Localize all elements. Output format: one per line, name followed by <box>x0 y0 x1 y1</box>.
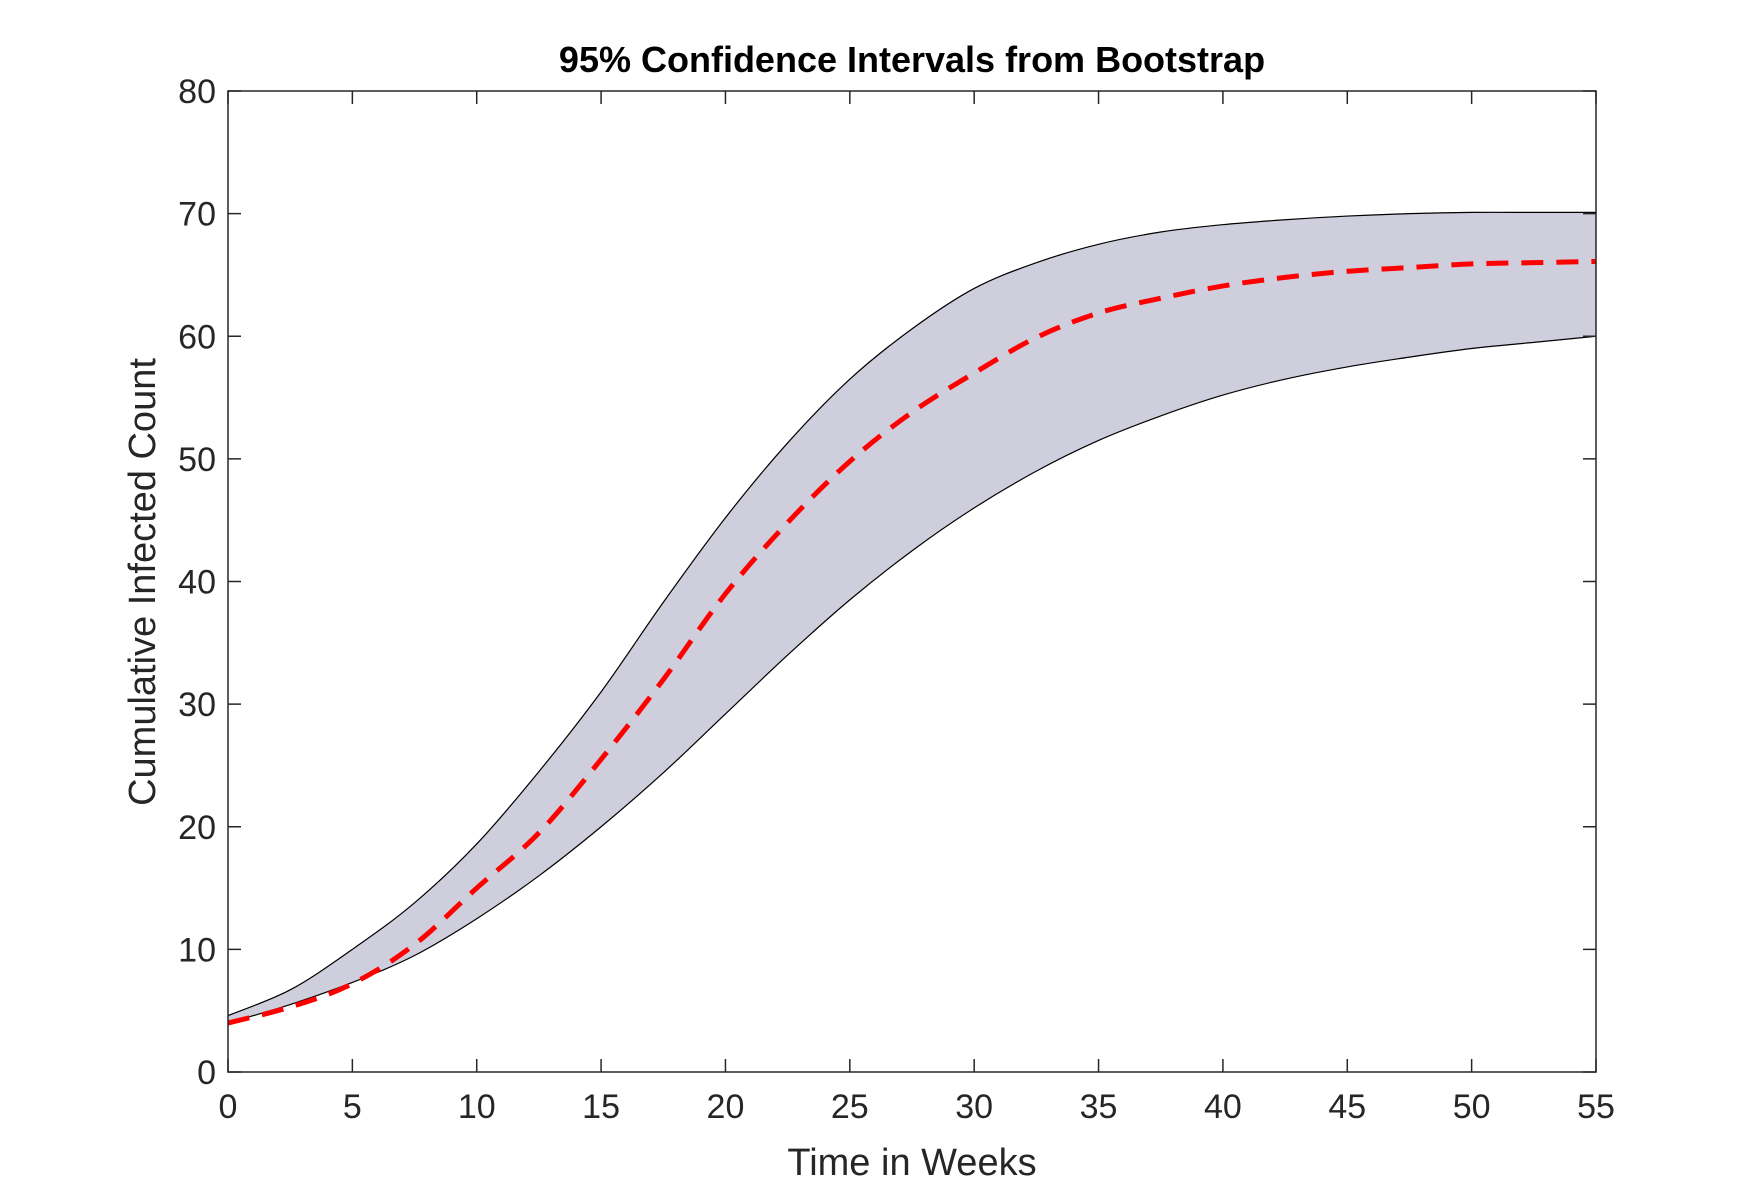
y-tick-label: 70 <box>178 196 216 234</box>
x-tick-label: 40 <box>1204 1088 1242 1126</box>
lower-bound-line <box>227 335 1597 1024</box>
x-tick-label: 35 <box>1080 1088 1118 1126</box>
y-tick-label: 50 <box>178 441 216 479</box>
x-tick-label: 0 <box>219 1088 238 1126</box>
x-tick-label: 20 <box>707 1088 745 1126</box>
upper-bound-line <box>227 211 1596 1017</box>
x-tick-label: 15 <box>582 1088 620 1126</box>
x-axis-tick-labels: 0 5 10 15 20 25 30 35 40 45 50 55 <box>219 1088 1615 1126</box>
y-tick-label: 30 <box>178 686 216 724</box>
y-tick-label: 0 <box>197 1054 216 1092</box>
x-tick-label: 55 <box>1577 1088 1615 1126</box>
y-tick-label: 60 <box>178 318 216 356</box>
y-axis-label: Cumulative Infected Count <box>122 358 164 806</box>
x-tick-label: 30 <box>955 1088 993 1126</box>
y-axis-ticks <box>228 90 1596 1073</box>
chart-title: 95% Confidence Intervals from Bootstrap <box>559 39 1265 80</box>
estimate-line <box>227 258 1597 1026</box>
x-tick-label: 5 <box>343 1088 362 1126</box>
confidence-band <box>228 212 1596 1023</box>
y-axis-tick-labels: 0 10 20 30 40 50 60 70 80 <box>178 73 216 1092</box>
y-tick-label: 10 <box>178 931 216 969</box>
y-tick-label: 40 <box>178 564 216 602</box>
x-tick-label: 45 <box>1328 1088 1366 1126</box>
x-axis-label: Time in Weeks <box>787 1142 1036 1184</box>
plot-area <box>227 211 1597 1026</box>
x-tick-label: 50 <box>1453 1088 1491 1126</box>
x-tick-label: 10 <box>458 1088 496 1126</box>
y-tick-label: 80 <box>178 73 216 111</box>
y-tick-label: 20 <box>178 809 216 847</box>
x-axis-ticks <box>227 91 1597 1072</box>
x-tick-label: 25 <box>831 1088 869 1126</box>
